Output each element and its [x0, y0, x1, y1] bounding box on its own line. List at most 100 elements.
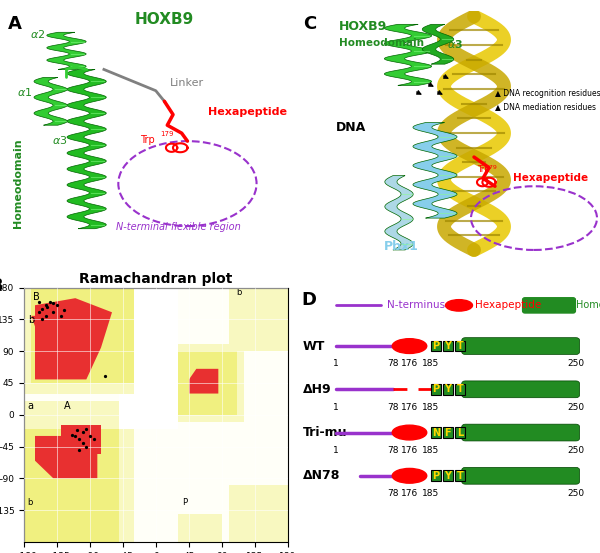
Point — [74, 435, 84, 444]
Polygon shape — [24, 429, 119, 542]
FancyBboxPatch shape — [431, 471, 442, 481]
Text: 250: 250 — [568, 489, 584, 498]
Text: b: b — [28, 498, 33, 507]
FancyBboxPatch shape — [462, 467, 580, 484]
Text: D: D — [302, 291, 317, 309]
Polygon shape — [34, 77, 67, 125]
Text: 185: 185 — [422, 446, 439, 455]
Text: b: b — [236, 288, 242, 296]
Text: Hexapeptide: Hexapeptide — [476, 300, 542, 310]
Text: Trp: Trp — [140, 135, 154, 145]
FancyBboxPatch shape — [431, 384, 442, 395]
Text: Homeodomain: Homeodomain — [576, 300, 600, 310]
FancyBboxPatch shape — [431, 341, 442, 351]
Text: Homeodomain: Homeodomain — [339, 38, 424, 48]
Text: P: P — [433, 341, 439, 351]
Polygon shape — [413, 123, 457, 218]
Polygon shape — [134, 288, 178, 415]
Text: T: T — [457, 471, 463, 481]
Text: ▲ DNA recognition residues: ▲ DNA recognition residues — [495, 89, 600, 98]
FancyBboxPatch shape — [462, 338, 580, 354]
Text: b: b — [28, 315, 34, 325]
Text: N-terminal flexible region: N-terminal flexible region — [116, 222, 241, 232]
FancyBboxPatch shape — [431, 427, 442, 438]
Text: WT: WT — [303, 340, 325, 353]
Text: ΔH9: ΔH9 — [303, 383, 332, 396]
Point — [72, 426, 82, 435]
Point — [89, 435, 98, 444]
Polygon shape — [47, 32, 86, 70]
Text: Homeodomain: Homeodomain — [13, 139, 23, 228]
FancyBboxPatch shape — [443, 471, 454, 481]
Text: a: a — [28, 401, 34, 411]
Text: $\alpha$3: $\alpha$3 — [447, 38, 463, 50]
Text: 1: 1 — [333, 403, 339, 411]
Text: T: T — [457, 384, 463, 394]
Point — [52, 301, 62, 310]
Point — [82, 442, 91, 451]
Text: HOXB9: HOXB9 — [135, 12, 194, 27]
Point — [41, 301, 51, 310]
FancyBboxPatch shape — [455, 384, 466, 395]
Point — [41, 311, 51, 320]
Text: L: L — [457, 427, 463, 437]
Polygon shape — [24, 400, 134, 542]
Text: 176: 176 — [401, 403, 418, 411]
Point — [49, 308, 58, 317]
Polygon shape — [61, 425, 101, 453]
Point — [82, 425, 91, 434]
Text: Tri-mu: Tri-mu — [303, 426, 347, 439]
Text: 250: 250 — [568, 446, 584, 455]
Point — [38, 304, 47, 313]
Polygon shape — [385, 24, 431, 85]
Point — [78, 428, 88, 437]
Point — [85, 431, 95, 440]
Text: $\alpha$3: $\alpha$3 — [52, 134, 67, 146]
Ellipse shape — [392, 425, 427, 440]
Text: 176: 176 — [401, 446, 418, 455]
Point — [59, 306, 69, 315]
Text: Trp: Trp — [477, 165, 490, 174]
FancyBboxPatch shape — [455, 471, 466, 481]
Polygon shape — [189, 369, 218, 394]
Text: Linker: Linker — [170, 78, 204, 88]
Text: T: T — [457, 341, 463, 351]
Polygon shape — [31, 316, 86, 348]
Text: 78: 78 — [387, 489, 399, 498]
Polygon shape — [229, 486, 288, 542]
Text: 179: 179 — [485, 165, 497, 170]
Polygon shape — [178, 344, 244, 422]
Text: DNA: DNA — [336, 121, 366, 133]
Text: 1: 1 — [333, 446, 339, 455]
Text: P: P — [433, 471, 439, 481]
Text: 78: 78 — [387, 446, 399, 455]
FancyBboxPatch shape — [523, 298, 575, 313]
Polygon shape — [24, 288, 134, 394]
FancyBboxPatch shape — [455, 341, 466, 351]
Text: HOXB9: HOXB9 — [339, 20, 387, 33]
Polygon shape — [24, 514, 83, 542]
Polygon shape — [385, 176, 413, 250]
Polygon shape — [119, 394, 178, 429]
Polygon shape — [35, 436, 97, 478]
Text: N-terminus: N-terminus — [387, 300, 445, 310]
Text: 185: 185 — [422, 403, 439, 411]
Text: Y: Y — [445, 341, 451, 351]
Text: Pbx1: Pbx1 — [384, 240, 419, 253]
FancyBboxPatch shape — [462, 381, 580, 398]
Point — [100, 372, 109, 380]
Point — [74, 446, 84, 455]
Text: $\alpha$2: $\alpha$2 — [30, 28, 46, 40]
Text: Y: Y — [445, 384, 451, 394]
Text: P: P — [433, 384, 439, 394]
Text: A: A — [64, 401, 71, 411]
Text: 176: 176 — [401, 489, 418, 498]
FancyBboxPatch shape — [443, 341, 454, 351]
Text: Hexapeptide: Hexapeptide — [208, 107, 287, 117]
Point — [34, 298, 43, 306]
FancyBboxPatch shape — [462, 424, 580, 441]
Point — [67, 430, 76, 439]
Ellipse shape — [392, 338, 427, 353]
Text: 250: 250 — [568, 359, 584, 368]
Point — [71, 431, 80, 440]
